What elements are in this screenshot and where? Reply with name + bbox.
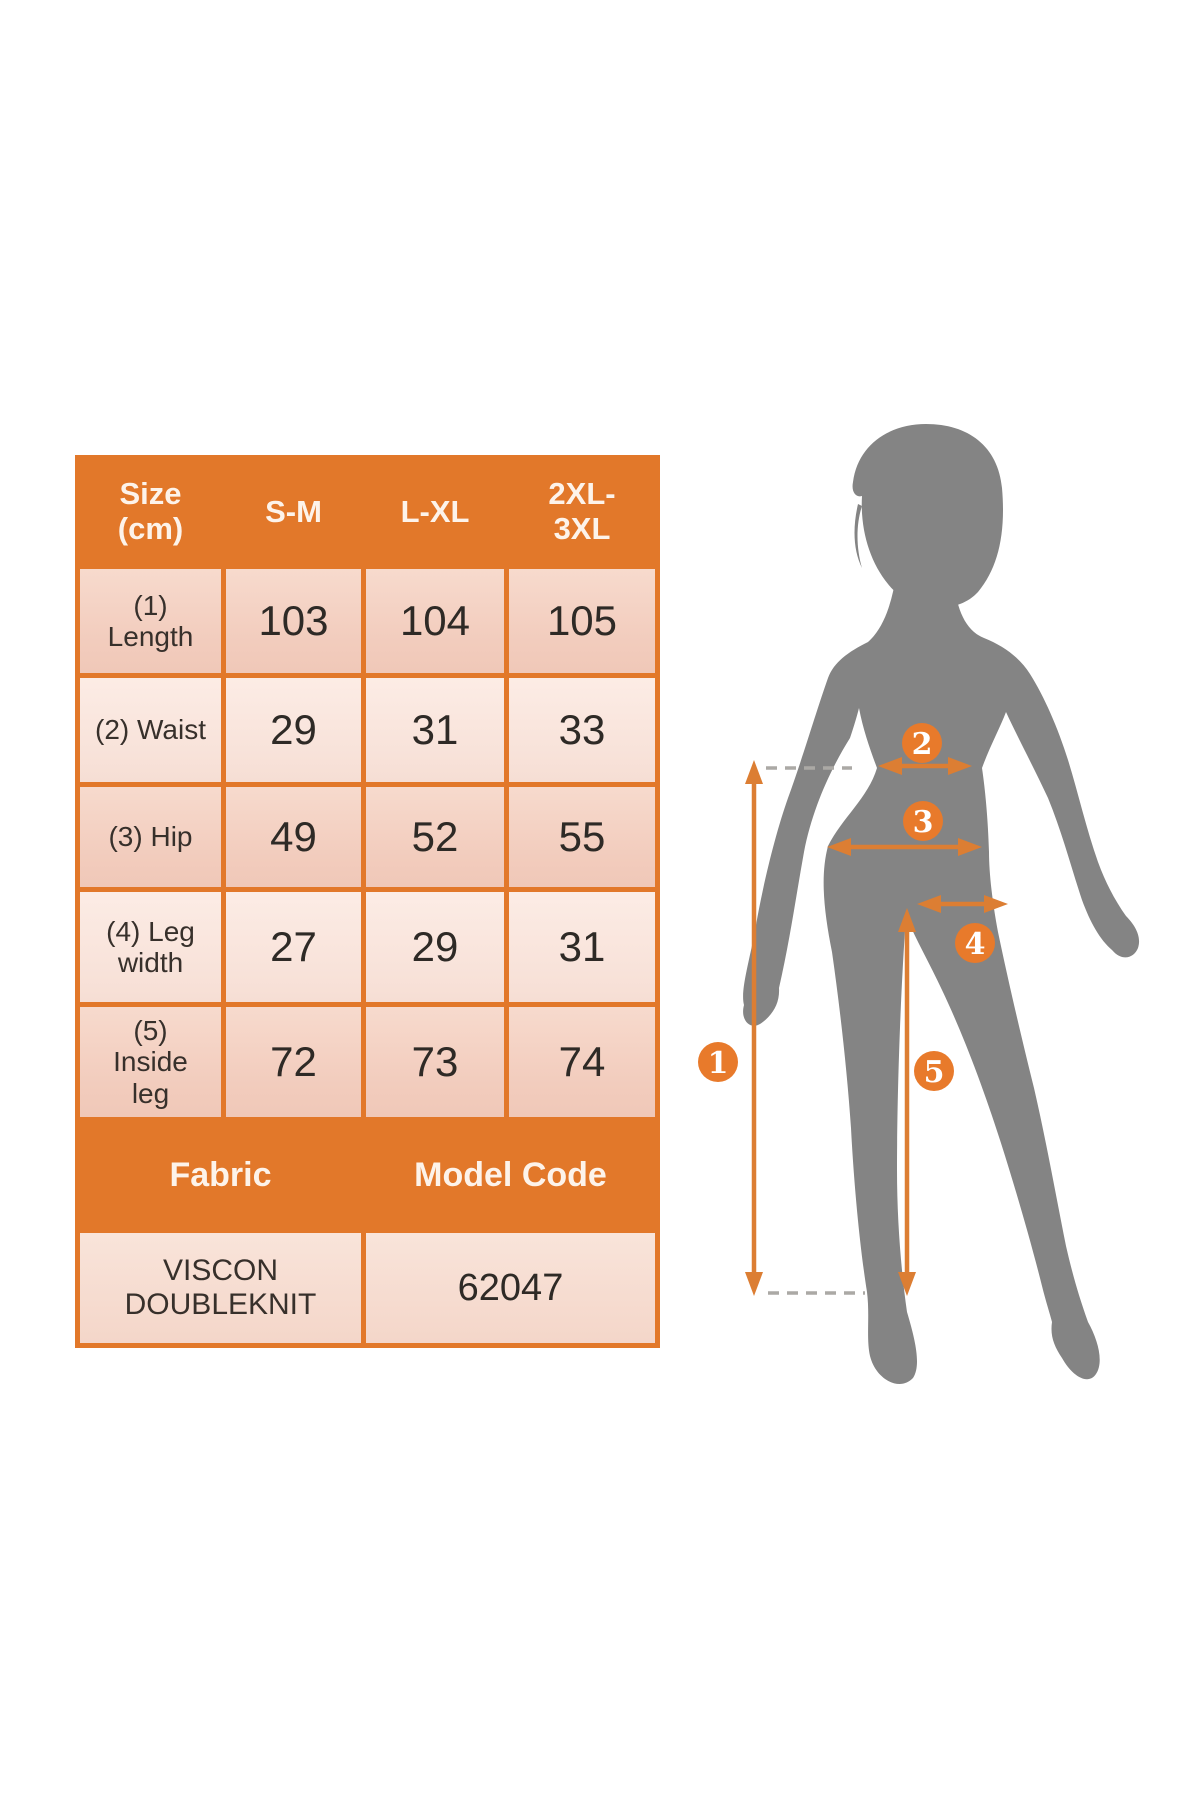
marker-label-5: 5 bbox=[924, 1055, 945, 1090]
size-chart-table: Size (cm) S-M L-XL 2XL- 3XL (1) Length 1… bbox=[75, 455, 660, 1348]
hip-arrow bbox=[827, 838, 982, 856]
marker-label-4: 4 bbox=[965, 927, 986, 962]
table-cell: 104 bbox=[366, 569, 504, 673]
leg-width-arrow bbox=[917, 895, 1008, 913]
table-cell: 103 bbox=[226, 569, 361, 673]
table-cell: 31 bbox=[366, 678, 504, 782]
inside-leg-arrow bbox=[898, 908, 916, 1296]
marker-label-1: 1 bbox=[708, 1046, 729, 1081]
row-label-leg-width: (4) Leg width bbox=[80, 892, 221, 1002]
marker-circle-5: 5 bbox=[914, 1051, 954, 1091]
table-cell: 33 bbox=[509, 678, 655, 782]
table-cell: 72 bbox=[226, 1007, 361, 1117]
footer-header-fabric: Fabric bbox=[169, 1155, 272, 1194]
row-label-waist: (2) Waist bbox=[80, 678, 221, 782]
table-header-l-xl: L-XL bbox=[400, 493, 470, 529]
table-cell: 55 bbox=[509, 787, 655, 887]
figure-canvas: 1 2 3 4 5 bbox=[698, 424, 1140, 1384]
table-cell: 105 bbox=[509, 569, 655, 673]
fabric-value: VISCON DOUBLEKNIT bbox=[80, 1233, 361, 1343]
table-cell: 29 bbox=[226, 678, 361, 782]
table-cell: 31 bbox=[509, 892, 655, 1002]
table-header-size-cm: Size (cm) bbox=[117, 476, 184, 546]
marker-circle-4: 4 bbox=[955, 923, 995, 963]
table-cell: 73 bbox=[366, 1007, 504, 1117]
table-header-s-m: S-M bbox=[265, 493, 322, 529]
waist-arrow bbox=[878, 757, 972, 775]
dashed-guide-lines bbox=[766, 766, 865, 1295]
model-code-value: 62047 bbox=[366, 1233, 655, 1343]
table-cell: 49 bbox=[226, 787, 361, 887]
row-label-inside-leg: (5) Inside leg bbox=[80, 1007, 221, 1117]
measurement-markers: 1 2 3 4 5 bbox=[698, 723, 995, 1091]
table-cell: 52 bbox=[366, 787, 504, 887]
table-cell: 27 bbox=[226, 892, 361, 1002]
table-cell: 74 bbox=[509, 1007, 655, 1117]
footer-header-model-code: Model Code bbox=[414, 1155, 607, 1194]
table-header-2xl-3xl: 2XL- 3XL bbox=[548, 476, 616, 546]
woman-silhouette bbox=[743, 424, 1140, 1384]
row-label-length: (1) Length bbox=[80, 569, 221, 673]
row-label-hip: (3) Hip bbox=[80, 787, 221, 887]
table-cell: 29 bbox=[366, 892, 504, 1002]
marker-circle-3: 3 bbox=[903, 801, 943, 841]
marker-label-2: 2 bbox=[912, 727, 933, 762]
marker-circle-1: 1 bbox=[698, 1042, 738, 1082]
marker-label-3: 3 bbox=[913, 805, 934, 840]
measurement-arrows bbox=[745, 757, 1008, 1296]
length-arrow bbox=[745, 760, 763, 1296]
measurement-figure: 1 2 3 4 5 bbox=[620, 340, 1180, 1420]
marker-circle-2: 2 bbox=[902, 723, 942, 763]
